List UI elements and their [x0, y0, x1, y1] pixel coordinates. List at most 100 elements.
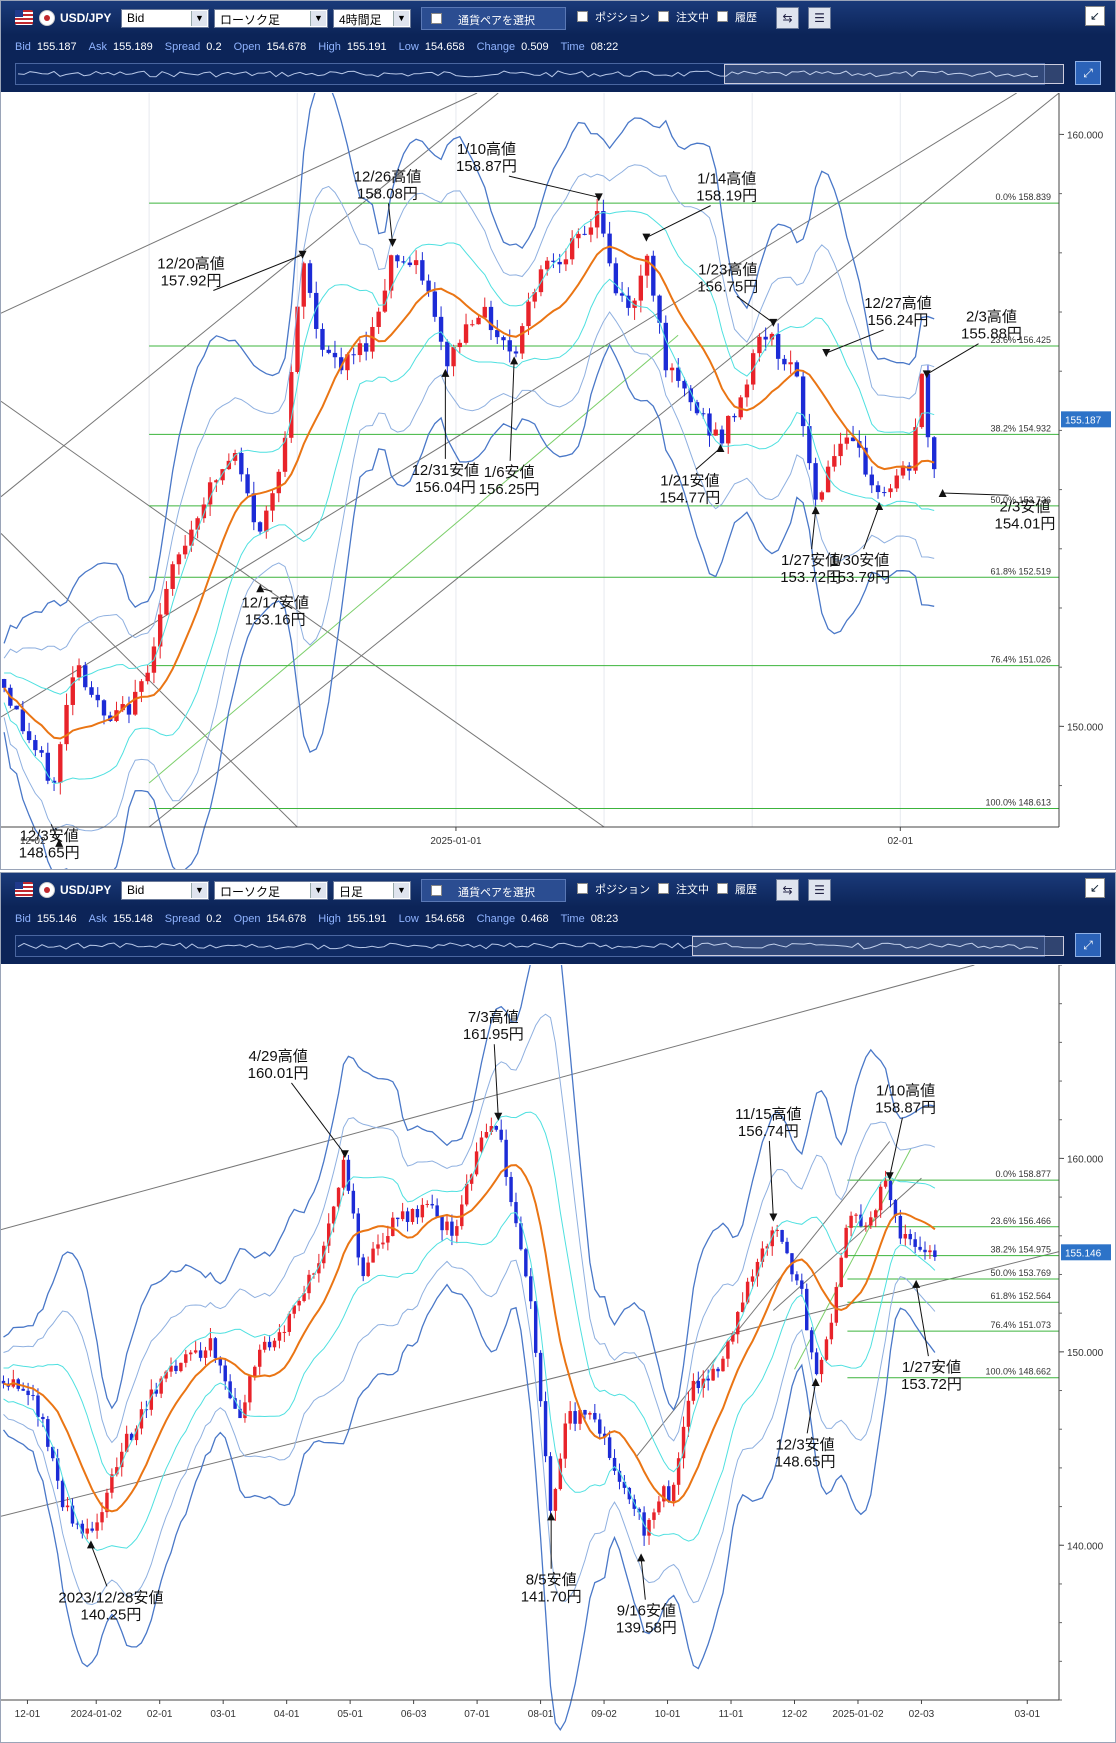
jp-flag-icon: [39, 10, 55, 26]
candle-body: [594, 211, 600, 228]
candle-body: [376, 1244, 380, 1249]
candle-body: [726, 415, 731, 444]
candle-body: [825, 466, 831, 493]
candle-body: [388, 255, 394, 291]
chart-area[interactable]: 0.0% 158.839 23.6% 156.425 38.2% 154.932 50…: [1, 93, 1115, 869]
annotation-price: 161.95円: [463, 1026, 524, 1043]
navigator-scrollbar[interactable]: [15, 935, 1064, 957]
select-pair-button[interactable]: 通貨ペアを選択: [421, 879, 566, 902]
fib-label: 0.0% 158.839: [995, 192, 1051, 202]
candle-body: [193, 1350, 198, 1353]
annotation-label: 12/3安値: [20, 827, 79, 844]
candle-body: [738, 397, 743, 418]
candle-body: [129, 1433, 134, 1441]
candle-body: [807, 426, 812, 464]
candle-body: [413, 260, 419, 266]
candle-body: [144, 1409, 149, 1411]
quote-key-ask: Ask: [88, 41, 108, 53]
price-type-select[interactable]: Bid ▼: [121, 881, 209, 900]
candle-body: [563, 1423, 567, 1459]
chart-type-select[interactable]: ローソク足 ▼: [214, 9, 328, 28]
candle-body: [233, 1398, 237, 1409]
candle-body: [189, 529, 194, 546]
annotation-label: 1/21安値: [660, 472, 719, 489]
timeframe-select[interactable]: 日足 ▼: [333, 881, 411, 900]
bollinger-band-lower-3: [2, 1283, 936, 1731]
candle-body: [569, 238, 575, 260]
candle-body: [696, 1380, 701, 1388]
annotation-arrow: [90, 1544, 108, 1587]
candle-body: [243, 1402, 247, 1419]
annotation-label: 1/6安値: [484, 464, 535, 481]
annotation-label: 1/10高値: [457, 141, 516, 158]
quote-value-open: 154.678: [266, 41, 307, 53]
history-checkbox[interactable]: [717, 11, 728, 22]
candle-body: [619, 293, 625, 296]
zoom-reset-icon[interactable]: ⤢: [1075, 61, 1101, 85]
chart-type-select[interactable]: ローソク足 ▼: [214, 881, 328, 900]
position-checkbox[interactable]: [577, 11, 588, 22]
candle-body: [370, 326, 375, 352]
chart-area[interactable]: 0.0% 158.877 23.6% 156.466 38.2% 154.975 50…: [1, 965, 1115, 1742]
chart-settings-icon[interactable]: ⇆: [776, 7, 799, 29]
candle-body: [89, 687, 94, 695]
navigator-window[interactable]: [692, 936, 1064, 956]
candle-body: [839, 1257, 843, 1288]
candle-body: [232, 453, 238, 461]
candle-body: [903, 1233, 908, 1239]
list-icon[interactable]: ☰: [808, 879, 831, 901]
y-tick-label: 150.000: [1067, 1348, 1104, 1359]
pair-checkbox[interactable]: [431, 885, 442, 896]
orders-checkbox[interactable]: [658, 883, 669, 894]
candle-body: [45, 752, 51, 781]
candle-body: [356, 1213, 361, 1258]
history-checkbox[interactable]: [717, 883, 728, 894]
candle-body: [46, 1419, 50, 1447]
arrowhead-icon: [388, 238, 397, 247]
arrowhead-icon: [769, 1213, 778, 1222]
bollinger-band-lower-2: [3, 1259, 936, 1606]
pair-checkbox[interactable]: [431, 13, 442, 24]
candle-body: [488, 306, 494, 331]
select-pair-button[interactable]: 通貨ペアを選択: [421, 7, 566, 30]
candle-body: [760, 1248, 765, 1262]
candle-body: [875, 485, 881, 493]
orders-checkbox[interactable]: [658, 11, 669, 22]
candle-body: [548, 1456, 553, 1511]
timeframe-select[interactable]: 4時間足 ▼: [333, 9, 411, 28]
candle-body: [489, 1126, 494, 1132]
price-type-select[interactable]: Bid ▼: [121, 9, 209, 28]
candle-body: [932, 437, 937, 470]
x-tick-label: 11-01: [719, 1709, 744, 1720]
candle-body: [863, 447, 868, 475]
position-checkbox[interactable]: [577, 883, 588, 894]
list-icon[interactable]: ☰: [808, 7, 831, 29]
quote-key-change: Change: [476, 41, 516, 53]
select-pair-label: 通貨ペアを選択: [458, 15, 535, 27]
x-tick-label: 09-02: [591, 1709, 617, 1720]
moving-average-line: [3, 245, 935, 740]
current-price-tag: [1061, 1244, 1111, 1261]
pair-label[interactable]: USD/JPY: [60, 11, 112, 25]
chart-settings-icon[interactable]: ⇆: [776, 879, 799, 901]
zoom-reset-icon[interactable]: ⤢: [1075, 933, 1101, 957]
candle-body: [248, 1376, 252, 1403]
history-label: 履歴: [735, 884, 757, 896]
candle-body: [694, 402, 700, 414]
collapse-icon[interactable]: ↙: [1085, 6, 1105, 26]
annotation-price: 148.65円: [19, 844, 80, 861]
navigator-scrollbar[interactable]: [15, 63, 1064, 85]
candle-body: [601, 211, 606, 234]
x-tick-label: 2025-01-02: [832, 1709, 884, 1720]
y-tick-label: 140.000: [1067, 1541, 1104, 1552]
candle-body: [832, 456, 837, 467]
candle-body: [638, 275, 644, 301]
fib-label: 100.0% 148.613: [985, 797, 1051, 807]
collapse-icon[interactable]: ↙: [1085, 878, 1105, 898]
timeframe-value: 4時間足: [339, 13, 382, 27]
navigator-window[interactable]: [724, 64, 1064, 84]
candle-body: [869, 1217, 873, 1226]
candle-body: [788, 362, 793, 365]
pair-label[interactable]: USD/JPY: [60, 883, 112, 897]
candle-body: [509, 1176, 513, 1203]
